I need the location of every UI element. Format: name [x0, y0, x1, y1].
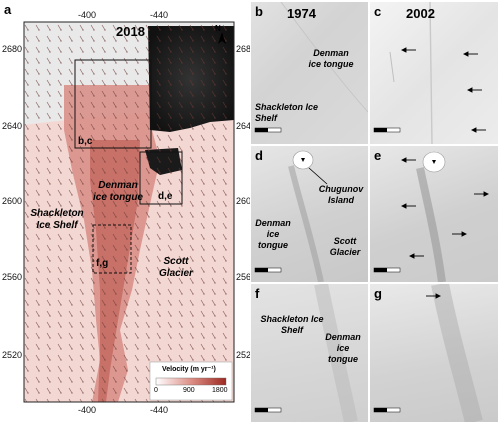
north-arrow-icon [218, 32, 226, 44]
panel-g-image [373, 284, 483, 422]
panel-d-text-denman: Denman ice tongue [255, 218, 291, 250]
panel-a-map [23, 21, 235, 403]
y-tick-right: 2560 [236, 272, 250, 282]
y-tick-left: 2640 [2, 121, 23, 131]
box-de [139, 151, 183, 205]
flow-arrows [400, 47, 486, 133]
map-frame [23, 21, 235, 403]
panel-c-image [373, 2, 486, 144]
panel-e: e [370, 146, 498, 282]
label-denman: Denman ice tongue [92, 180, 143, 203]
y-tick-right: 2520 [236, 350, 250, 360]
x-tick-top: -400 [78, 10, 97, 20]
panel-b-text-shackleton: Shackleton Ice Shelf [255, 102, 319, 123]
panel-g: g [370, 284, 498, 422]
y-tick-left: 2600 [2, 196, 23, 206]
x-tick-top: -440 [150, 10, 169, 20]
panel-a: a 2018 N -400 -440 -400 -440 2680 2640 2… [2, 2, 250, 415]
panel-c-label: c [374, 4, 382, 19]
panel-b-label: b [255, 4, 263, 19]
box-label-bc: b,c [78, 136, 93, 147]
legend-colorbar [155, 377, 227, 386]
panel-d-label: d [255, 148, 263, 163]
panel-f-text-denman: Denman ice tongue [325, 332, 361, 364]
y-tick-right: 2640 [236, 121, 250, 131]
velocity-arrows [24, 22, 234, 402]
panel-b-image [254, 2, 368, 133]
panel-f-text-shackleton: Shackleton Ice Shelf [260, 314, 324, 335]
box-fg [92, 224, 132, 274]
box-label-fg: f,g [96, 258, 109, 269]
x-tick-bottom: -400 [78, 405, 97, 415]
panel-f-label: f [255, 286, 260, 301]
panel-e-label: e [374, 148, 382, 163]
panel-e-image [373, 151, 490, 282]
panel-c: c 2002 [370, 2, 498, 144]
label-shackleton: Shackleton Ice Shelf [30, 208, 84, 231]
legend-tick: 1800 [212, 387, 228, 394]
panel-f-image [254, 284, 358, 422]
legend-tick: 900 [183, 387, 195, 394]
x-tick-bottom: -440 [150, 405, 169, 415]
y-tick-left: 2520 [2, 350, 23, 360]
pointer-line [308, 167, 328, 185]
legend-tick: 0 [154, 387, 158, 394]
panel-c-year: 2002 [406, 6, 435, 21]
panel-a-year: 2018 [116, 24, 145, 39]
panel-d: d Chugunov Island Denman ice tongue Scot… [251, 146, 368, 282]
panel-a-label: a [4, 2, 12, 17]
panel-b-year: 1974 [287, 6, 316, 21]
box-bc [74, 59, 152, 149]
y-tick-left: 2680 [2, 44, 23, 54]
y-tick-right: 2680 [236, 44, 250, 54]
panel-d-image [254, 150, 328, 282]
box-label-de: d,e [158, 191, 173, 202]
panel-g-label: g [374, 286, 382, 301]
legend-title: Velocity (m yr⁻¹) [162, 366, 216, 373]
y-tick-right: 2600 [236, 196, 250, 206]
panel-d-text-scott: Scott Glacier [329, 236, 361, 257]
panel-f: f Shackleton Ice Shelf Denman ice tongue [251, 284, 368, 422]
panel-d-text-chugunov: Chugunov Island [318, 184, 364, 205]
label-scott: Scott Glacier [159, 256, 193, 279]
north-label: N [215, 24, 221, 33]
flow-arrows [400, 157, 490, 259]
y-tick-left: 2560 [2, 272, 23, 282]
flow-arrows [426, 293, 442, 299]
panel-b: b 1974 Denman ice tongue Shackleton Ice … [251, 2, 368, 144]
panel-b-text-denman: Denman ice tongue [308, 48, 354, 69]
